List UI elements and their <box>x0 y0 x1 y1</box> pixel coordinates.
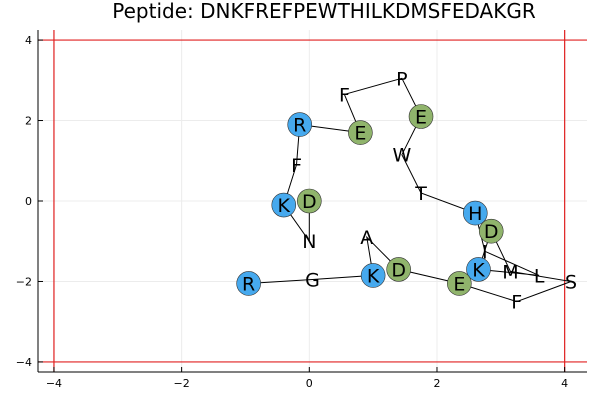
residue-label: N <box>302 231 316 253</box>
residue-label: T <box>414 183 427 205</box>
tick-labels: −4 −2 0 2 4 −4 −2 0 2 4 <box>16 34 568 390</box>
y-tick-label: −4 <box>16 356 32 369</box>
residue-label: S <box>565 271 577 293</box>
axes <box>37 30 587 373</box>
positive-residue-marker <box>236 271 261 296</box>
positive-residue-marker <box>271 192 297 218</box>
negative-residue-marker <box>386 257 411 282</box>
residue-label: K <box>367 265 380 287</box>
residue-label: G <box>305 269 320 291</box>
residue-label: P <box>396 68 407 90</box>
chart-title: Peptide: DNKFREFPEWTHILKDMSFEDAKGR <box>112 0 536 23</box>
residue-label: R <box>242 273 255 295</box>
residue-label: F <box>291 155 302 177</box>
residue-label: F <box>511 292 522 314</box>
x-tick-label: −2 <box>174 377 190 390</box>
residue-label: F <box>339 84 350 106</box>
positive-residue-marker <box>466 257 491 282</box>
residue-labels: DNKFR EFPEWTHILKDM SFEDAKGR <box>242 68 577 313</box>
residue-label: L <box>534 265 545 287</box>
negative-residue-marker <box>447 271 472 296</box>
x-tick-label: 2 <box>433 377 440 390</box>
residue-label: K <box>278 195 291 217</box>
residue-label: E <box>354 123 366 145</box>
positive-residue-marker <box>360 263 386 288</box>
negative-residue-marker <box>478 218 504 244</box>
residue-label: K <box>472 259 485 281</box>
residue-label: I <box>482 241 488 263</box>
residue-label: W <box>392 145 411 167</box>
positive-residue-marker <box>462 200 488 226</box>
negative-residue-marker <box>297 188 322 214</box>
positive-residue-marker <box>287 112 313 137</box>
y-tick-label: 0 <box>25 195 32 208</box>
negative-residue-marker <box>408 104 434 129</box>
x-tick-label: 0 <box>306 377 313 390</box>
negative-residue-marker <box>348 120 373 145</box>
residue-label: A <box>360 227 373 249</box>
residue-label: D <box>302 191 317 213</box>
y-tick-label: 4 <box>25 34 32 47</box>
residue-label: D <box>391 259 406 281</box>
residue-label: E <box>453 273 465 295</box>
residue-label: R <box>293 115 306 137</box>
x-tick-label: 4 <box>561 377 568 390</box>
x-tick-label: −4 <box>46 377 62 390</box>
residue-label: D <box>484 221 499 243</box>
y-tick-label: −2 <box>16 275 32 288</box>
boundary-lines <box>38 30 587 372</box>
residue-label: E <box>415 107 427 129</box>
residue-markers <box>236 104 504 296</box>
y-tick-label: 2 <box>25 115 32 128</box>
residue-label: M <box>502 261 518 283</box>
residue-label: H <box>468 203 482 225</box>
